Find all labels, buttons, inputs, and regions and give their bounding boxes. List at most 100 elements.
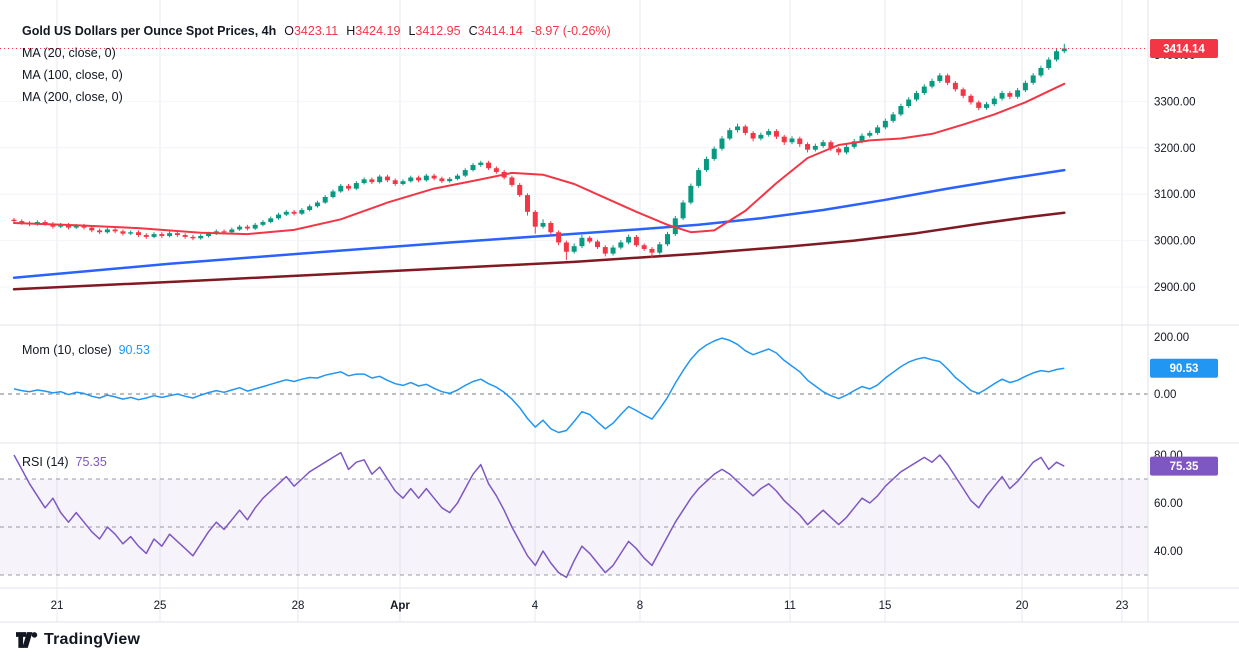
ohlc-close-value: 3414.14 bbox=[477, 24, 523, 38]
candle-body bbox=[688, 185, 694, 203]
candle-body bbox=[571, 246, 577, 252]
candle-body bbox=[478, 162, 484, 165]
candle-body bbox=[548, 222, 554, 233]
candle-body bbox=[1007, 93, 1013, 97]
momentum-axis-label: 0.00 bbox=[1154, 389, 1176, 401]
candle-body bbox=[400, 181, 406, 184]
price-axis-label: 3000.00 bbox=[1154, 236, 1196, 248]
candle-body bbox=[999, 93, 1005, 99]
ma100-legend[interactable]: MA (100, close, 0) bbox=[22, 68, 123, 82]
candle-body bbox=[1022, 82, 1028, 91]
candle-body bbox=[423, 175, 429, 181]
rsi-band bbox=[0, 479, 1148, 575]
candle-body bbox=[524, 195, 530, 212]
candle-body bbox=[268, 218, 274, 223]
candle-body bbox=[602, 247, 608, 254]
candle-body bbox=[1054, 51, 1060, 60]
candle-body bbox=[493, 168, 499, 172]
candle-body bbox=[742, 126, 748, 133]
candle-body bbox=[641, 245, 647, 249]
candle-body bbox=[1015, 90, 1021, 97]
candle-body bbox=[836, 148, 842, 153]
ohlc-low-label: L bbox=[408, 24, 416, 38]
candle-body bbox=[797, 138, 803, 145]
candle-body bbox=[665, 234, 671, 245]
time-axis-label: 20 bbox=[1016, 600, 1029, 612]
candle-body bbox=[773, 131, 779, 137]
candle-body bbox=[447, 178, 453, 182]
candle-body bbox=[805, 144, 811, 150]
candle-body bbox=[898, 106, 904, 115]
candle-body bbox=[392, 180, 398, 184]
candle-body bbox=[812, 145, 818, 150]
ohlc-low-value: 3412.95 bbox=[415, 24, 461, 38]
candle-body bbox=[890, 114, 896, 121]
candle-body bbox=[353, 183, 359, 189]
candle-body bbox=[252, 224, 258, 229]
candle-body bbox=[206, 233, 211, 236]
momentum-line bbox=[13, 337, 1065, 434]
candle-body bbox=[89, 227, 95, 231]
time-axis-label: 15 bbox=[879, 600, 892, 612]
candle-body bbox=[221, 231, 227, 233]
candle-body bbox=[945, 75, 951, 83]
time-axis-label: 25 bbox=[154, 600, 167, 612]
time-axis-label: Apr bbox=[390, 600, 410, 612]
candle-body bbox=[867, 132, 873, 136]
candle-body bbox=[58, 224, 64, 227]
candle-body bbox=[307, 206, 313, 210]
candle-body bbox=[462, 170, 468, 176]
candle-body bbox=[104, 229, 110, 233]
momentum-badge bbox=[1150, 358, 1218, 378]
candle-body bbox=[843, 146, 849, 153]
candle-body bbox=[143, 235, 149, 237]
candle-body bbox=[377, 176, 383, 183]
candle-body bbox=[556, 232, 562, 243]
candle-body bbox=[1046, 59, 1052, 68]
candle-body bbox=[913, 93, 919, 100]
ohlc-change-value: -8.97 (-0.26%) bbox=[530, 24, 611, 38]
candle-body bbox=[517, 184, 523, 196]
candle-body bbox=[587, 237, 593, 242]
ohlc-high-label: H bbox=[346, 24, 356, 38]
candle-body bbox=[929, 80, 935, 87]
momentum-legend-label: Mom (10, close) bbox=[22, 343, 112, 357]
candle-body bbox=[120, 231, 126, 234]
candle-body bbox=[112, 229, 118, 232]
time-axis-label: 23 bbox=[1116, 600, 1129, 612]
candle-body bbox=[151, 234, 157, 237]
candle-body bbox=[680, 202, 686, 219]
candle-body bbox=[1030, 75, 1036, 83]
ohlc-open-value: 3423.11 bbox=[293, 24, 339, 38]
candle-body bbox=[19, 221, 25, 223]
ma200-legend[interactable]: MA (200, close, 0) bbox=[22, 90, 123, 104]
rsi-legend[interactable]: RSI (14) 75.35 bbox=[22, 455, 107, 469]
candle-body bbox=[229, 229, 235, 233]
tradingview-logo[interactable]: TradingView bbox=[16, 630, 140, 650]
candle-body bbox=[454, 175, 460, 179]
price-axis-label: 2900.00 bbox=[1154, 282, 1196, 294]
candle-body bbox=[820, 142, 826, 146]
ma200-line bbox=[12, 211, 1066, 291]
symbol-legend-row[interactable]: Gold US Dollars per Ounce Spot Prices, 4… bbox=[22, 20, 611, 42]
candle-body bbox=[828, 142, 834, 149]
momentum-badge-text: 90.53 bbox=[1170, 363, 1199, 375]
rsi-axis-label: 60.00 bbox=[1154, 498, 1183, 510]
ohlc-open-label: O bbox=[284, 24, 294, 38]
time-axis-label: 4 bbox=[532, 600, 539, 612]
momentum-legend[interactable]: Mom (10, close) 90.53 bbox=[22, 343, 150, 357]
ma20-legend[interactable]: MA (20, close, 0) bbox=[22, 46, 116, 60]
rsi-legend-value: 75.35 bbox=[75, 455, 107, 469]
momentum-axis-label: 200.00 bbox=[1154, 332, 1189, 344]
candle-body bbox=[65, 224, 71, 228]
candle-body bbox=[159, 234, 165, 236]
price-axis-label: 3300.00 bbox=[1154, 96, 1196, 108]
candle-body bbox=[851, 141, 857, 147]
candle-body bbox=[431, 175, 437, 179]
candle-body bbox=[563, 242, 569, 252]
ma100-line bbox=[12, 168, 1066, 279]
candle-body bbox=[260, 222, 266, 225]
candle-body bbox=[875, 127, 881, 133]
candle-body bbox=[135, 232, 141, 236]
